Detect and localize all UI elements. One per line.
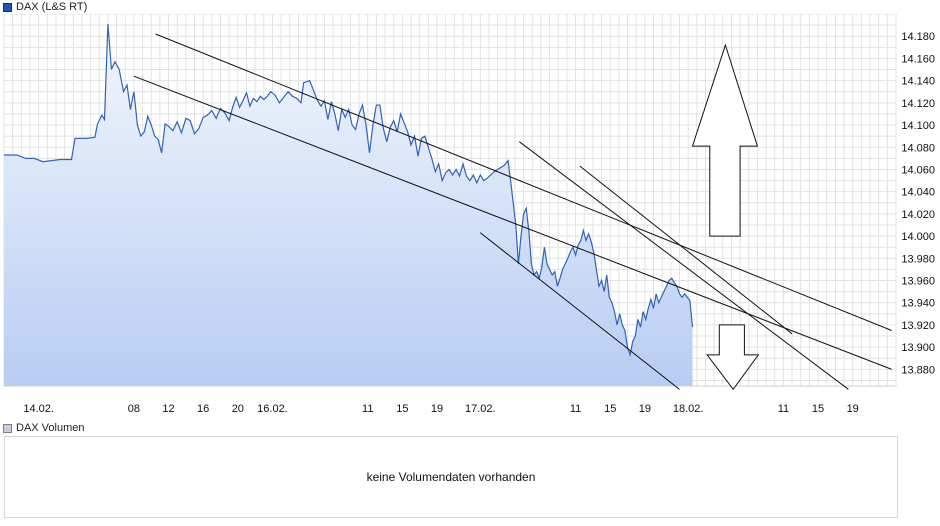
y-tick-label: 14.180 [901, 31, 935, 43]
y-tick-label: 14.040 [901, 187, 935, 199]
trend-line [480, 232, 680, 390]
arrow-down-icon [706, 324, 760, 391]
volume-legend-label: DAX Volumen [16, 422, 85, 434]
price-legend-swatch [3, 2, 12, 12]
x-tick-label: 15 [396, 403, 408, 415]
x-tick-label: 15 [812, 403, 824, 415]
x-tick-label: 19 [431, 403, 443, 415]
x-tick-label: 19 [847, 403, 859, 415]
y-tick-label: 13.920 [901, 320, 935, 332]
price-line [4, 23, 694, 358]
y-tick-label: 13.880 [901, 364, 935, 376]
x-tick-label: 11 [570, 403, 581, 415]
trend-line [133, 75, 892, 370]
y-tick-label: 14.020 [901, 209, 935, 221]
trend-line [579, 165, 793, 335]
x-tick-label: 16.02. [257, 403, 288, 415]
price-legend: DAX (L&S RT) [3, 0, 87, 14]
x-tick-label: 17.02. [465, 403, 496, 415]
x-tick-label: 20 [232, 403, 244, 415]
x-tick-label: 11 [362, 403, 373, 415]
volume-legend-swatch [3, 423, 12, 433]
y-tick-label: 14.140 [901, 76, 935, 88]
x-axis: 14.02. 08 12 16 20 16.02. 11 15 19 17.02. 11 15 19 18… [23, 403, 858, 415]
x-tick-label: 11 [778, 403, 789, 415]
y-tick-label: 13.940 [901, 298, 935, 310]
y-tick-label: 14.080 [901, 142, 935, 154]
y-tick-label: 14.000 [901, 231, 935, 243]
price-legend-label: DAX (L&S RT) [16, 1, 88, 13]
x-tick-label: 14.02. [23, 403, 54, 415]
x-tick-label: 08 [128, 403, 140, 415]
y-tick-label: 14.060 [901, 164, 935, 176]
x-tick-label: 12 [162, 403, 174, 415]
y-tick-label: 14.160 [901, 53, 935, 65]
volume-legend: DAX Volumen [3, 421, 84, 435]
y-tick-label: 13.960 [901, 276, 935, 288]
price-area [4, 24, 693, 386]
x-tick-label: 18.02. [673, 403, 704, 415]
y-tick-label: 14.100 [901, 120, 935, 132]
price-chart[interactable]: 14.180 14.160 14.140 14.120 14.100 14.080 14.0… [0, 14, 940, 418]
y-tick-label: 13.980 [901, 253, 935, 265]
volume-panel: keine Volumendaten vorhanden [4, 436, 898, 518]
y-tick-label: 13.900 [901, 342, 935, 354]
x-tick-label: 19 [639, 403, 651, 415]
x-tick-label: 15 [604, 403, 616, 415]
y-tick-label: 14.120 [901, 98, 935, 110]
y-axis: 14.180 14.160 14.140 14.120 14.100 14.080 14.0… [901, 31, 935, 376]
trend-line [518, 141, 849, 390]
annotations [133, 33, 892, 391]
arrow-up-icon [691, 43, 759, 237]
volume-empty-message: keine Volumendaten vorhanden [366, 470, 536, 484]
trend-line [155, 33, 892, 331]
x-tick-label: 16 [197, 403, 209, 415]
